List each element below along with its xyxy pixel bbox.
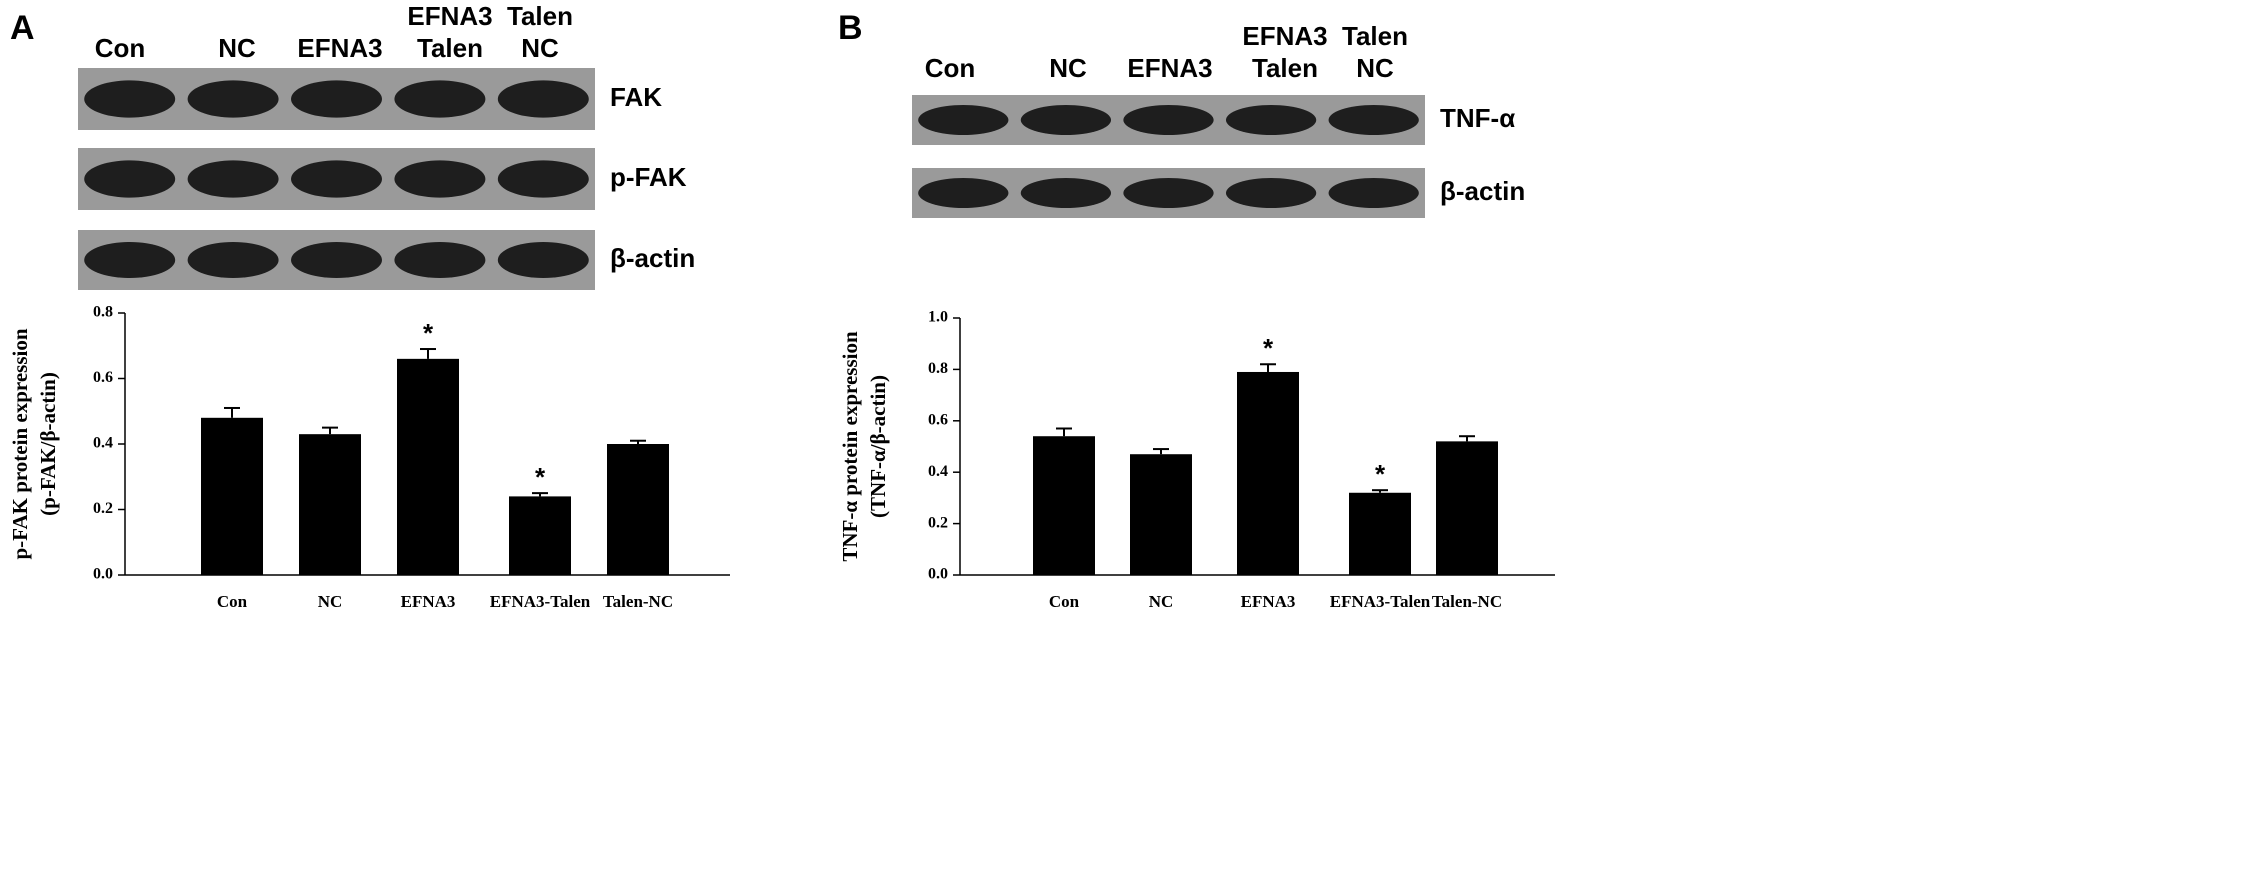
band <box>1328 178 1419 208</box>
band <box>291 80 382 118</box>
bar <box>607 444 669 575</box>
bar <box>1237 371 1299 575</box>
band <box>918 178 1009 208</box>
significance-mark: * <box>1263 333 1274 363</box>
bar <box>397 358 459 575</box>
lane-label: NC <box>218 33 256 63</box>
y-tick-label: 0.6 <box>93 369 113 386</box>
x-tick-label: Con <box>217 592 248 611</box>
band <box>497 242 589 278</box>
y-tick-label: 0.0 <box>93 566 113 583</box>
bar <box>1130 454 1192 575</box>
band <box>1020 105 1112 135</box>
band <box>291 242 382 278</box>
band <box>1225 105 1317 135</box>
y-tick-label: 0.8 <box>93 304 113 321</box>
band-label: β-actin <box>610 243 695 273</box>
band <box>84 160 176 198</box>
x-tick-label: EFNA3 <box>401 592 456 611</box>
band <box>1328 105 1419 135</box>
lane-label: EFNA3 <box>297 33 382 63</box>
lane-label: Talen <box>1342 21 1408 51</box>
panel-label: B <box>838 9 863 47</box>
significance-mark: * <box>423 318 434 348</box>
lane-label: Con <box>95 33 146 63</box>
y-tick-label: 0.6 <box>928 411 948 428</box>
band <box>394 242 486 278</box>
x-tick-label: Talen-NC <box>603 592 673 611</box>
band-label: β-actin <box>1440 176 1525 206</box>
band <box>291 160 382 198</box>
y-tick-label: 0.4 <box>93 435 113 452</box>
lane-label: NC <box>1356 53 1394 83</box>
band <box>394 80 486 118</box>
band <box>84 80 176 118</box>
y-tick-label: 1.0 <box>928 309 948 326</box>
band <box>1123 105 1214 135</box>
band-label: FAK <box>610 82 662 112</box>
significance-mark: * <box>1375 459 1386 489</box>
band <box>1225 178 1317 208</box>
x-tick-label: EFNA3-Talen <box>490 592 591 611</box>
panel-label: A <box>10 9 35 47</box>
band <box>1123 178 1214 208</box>
lane-label: Talen <box>507 1 573 31</box>
band <box>187 80 279 118</box>
x-tick-label: EFNA3-Talen <box>1330 592 1431 611</box>
lane-label: Talen <box>1252 53 1318 83</box>
y-axis-label: p-FAK protein expression <box>8 328 32 559</box>
y-axis-label: (TNF-α/β-actin) <box>866 375 890 518</box>
band-label: TNF-α <box>1440 103 1515 133</box>
lane-label: EFNA3 <box>407 1 492 31</box>
bar <box>1033 436 1095 575</box>
x-tick-label: Con <box>1049 592 1080 611</box>
lane-label: NC <box>521 33 559 63</box>
y-axis-label: TNF-α protein expression <box>838 331 862 562</box>
band <box>187 242 279 278</box>
x-tick-label: NC <box>318 592 343 611</box>
band <box>1020 178 1112 208</box>
y-tick-label: 0.8 <box>928 360 948 377</box>
band <box>187 160 279 198</box>
y-tick-label: 0.4 <box>928 463 948 480</box>
x-tick-label: EFNA3 <box>1241 592 1296 611</box>
y-tick-label: 0.0 <box>928 566 948 583</box>
bar <box>299 434 361 575</box>
bar <box>201 417 263 575</box>
lane-label: EFNA3 <box>1242 21 1327 51</box>
band <box>84 242 176 278</box>
significance-mark: * <box>535 462 546 492</box>
band <box>497 80 589 118</box>
band-label: p-FAK <box>610 162 687 192</box>
bar <box>1436 441 1498 575</box>
band <box>497 160 589 198</box>
x-tick-label: Talen-NC <box>1432 592 1502 611</box>
y-tick-label: 0.2 <box>928 514 948 531</box>
bar <box>509 496 571 575</box>
band <box>918 105 1009 135</box>
bar <box>1349 492 1411 575</box>
band <box>394 160 486 198</box>
x-tick-label: NC <box>1149 592 1174 611</box>
lane-label: NC <box>1049 53 1087 83</box>
y-axis-label: (p-FAK/β-actin) <box>36 372 60 516</box>
lane-label: EFNA3 <box>1127 53 1212 83</box>
y-tick-label: 0.2 <box>93 500 113 517</box>
lane-label: Talen <box>417 33 483 63</box>
lane-label: Con <box>925 53 976 83</box>
